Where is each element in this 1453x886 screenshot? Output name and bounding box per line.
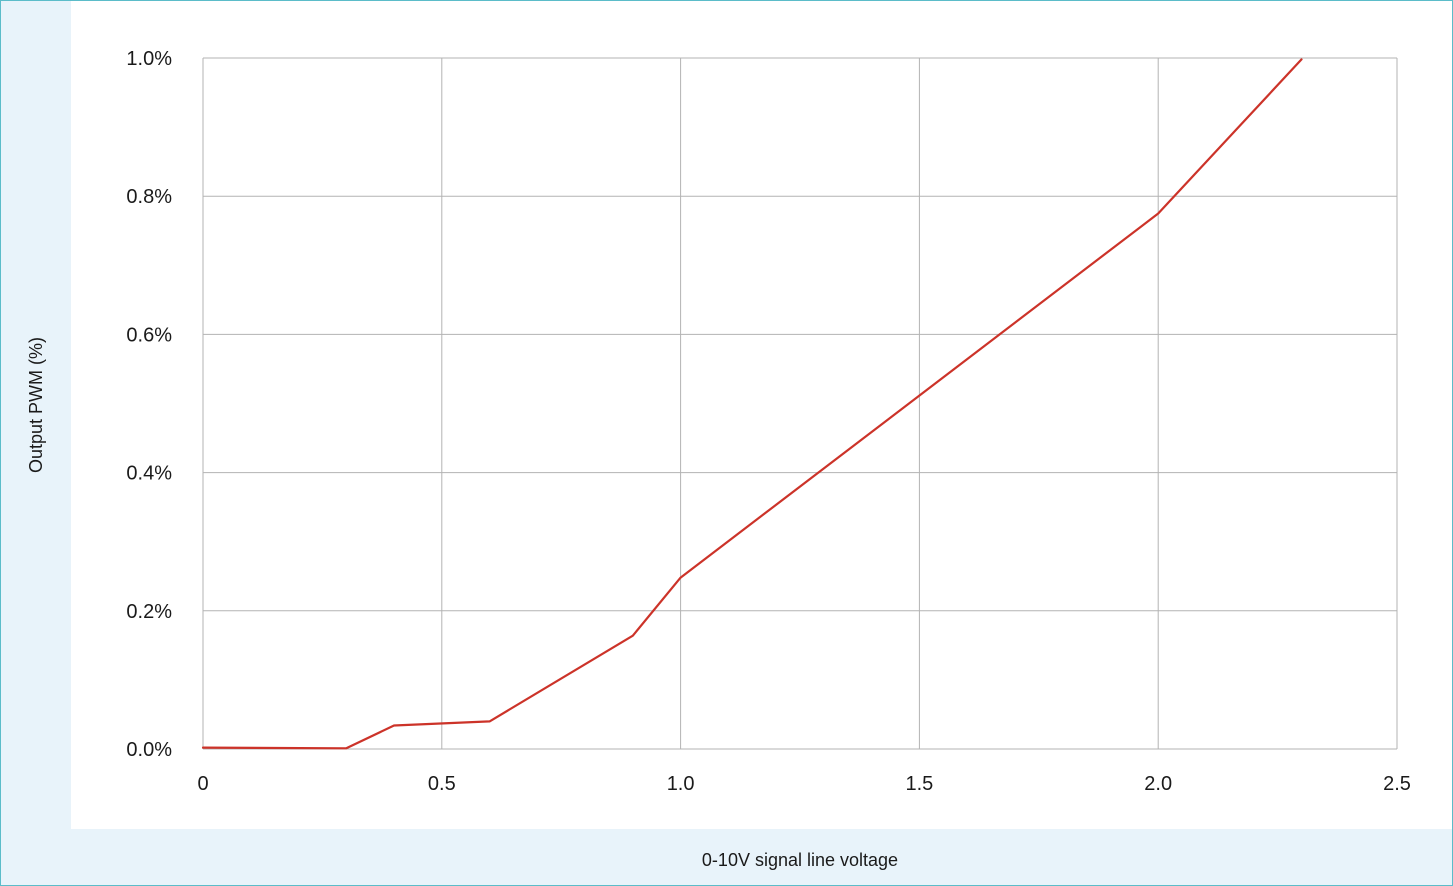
x-tick-label: 1.5 [905, 773, 933, 795]
y-tick-label: 1.0% [126, 48, 172, 70]
x-tick-label: 2.0 [1144, 773, 1172, 795]
x-tick-label: 0.5 [428, 773, 456, 795]
plot-panel [71, 1, 1452, 829]
x-axis-ticks: 0 0.5 1.0 1.5 2.0 2.5 [197, 773, 1410, 795]
x-tick-label: 1.0 [667, 773, 695, 795]
y-tick-label: 0.2% [126, 601, 172, 623]
y-tick-label: 0.4% [126, 463, 172, 485]
y-tick-label: 0.0% [126, 739, 172, 761]
y-axis-ticks: 0.0% 0.2% 0.4% 0.6% 0.8% 1.0% [126, 48, 172, 761]
grid [202, 57, 1398, 750]
x-tick-label: 0 [197, 773, 208, 795]
series-line [201, 58, 1303, 750]
y-tick-label: 0.8% [126, 186, 172, 208]
series-layer [201, 58, 1303, 750]
x-tick-label: 2.5 [1383, 773, 1411, 795]
y-tick-label: 0.6% [126, 324, 172, 346]
x-axis-title: 0-10V signal line voltage [702, 850, 898, 870]
y-axis-title: Output PWM (%) [26, 337, 46, 473]
